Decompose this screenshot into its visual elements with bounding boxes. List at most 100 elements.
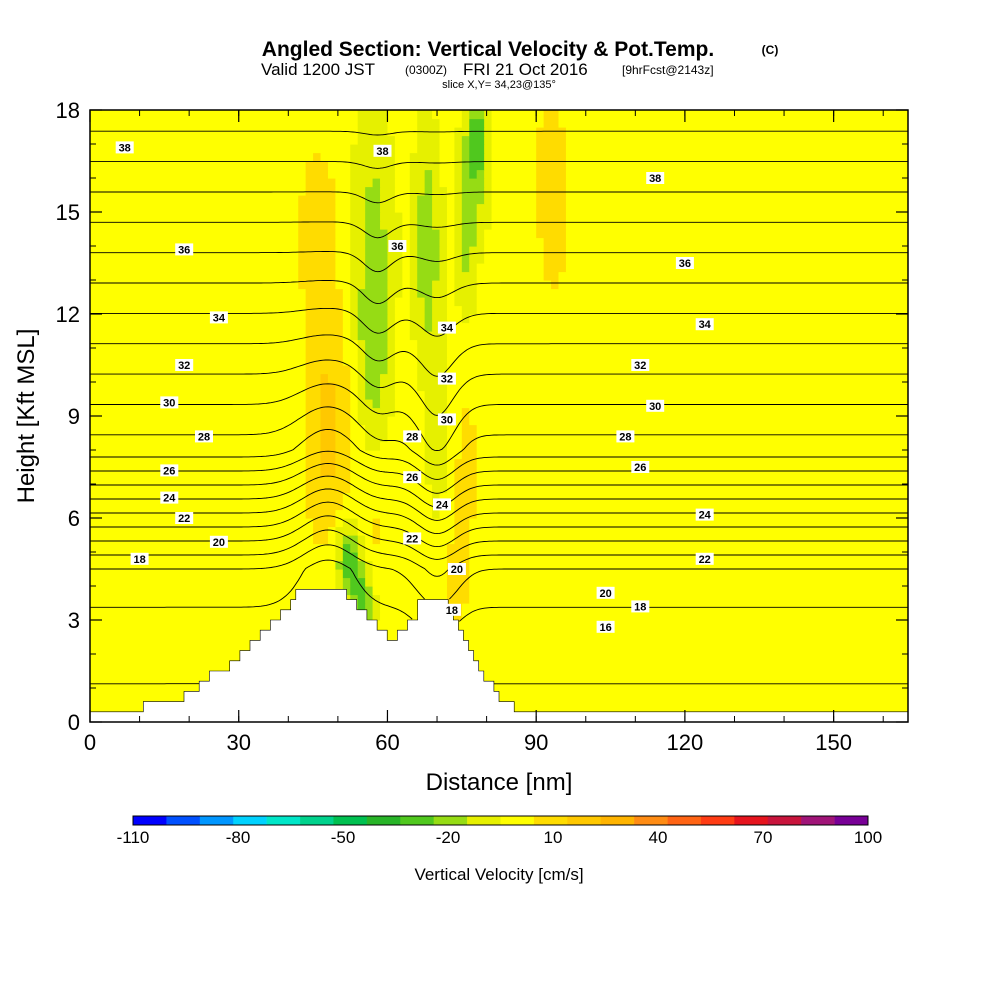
velocity-cell [112,407,121,417]
velocity-cell [551,645,560,655]
velocity-cell [216,501,225,511]
velocity-cell [350,450,359,460]
velocity-cell [417,535,426,545]
velocity-cell [781,628,790,638]
velocity-cell [855,433,864,443]
velocity-cell [826,654,835,664]
velocity-cell [402,348,411,358]
velocity-cell [625,407,634,417]
velocity-cell [558,552,567,562]
velocity-cell [90,441,99,451]
velocity-cell [253,594,262,604]
velocity-cell [357,458,366,468]
velocity-cell [811,569,820,579]
velocity-cell [580,518,589,528]
velocity-cell [365,509,374,519]
velocity-cell [327,433,336,443]
velocity-cell [223,594,232,604]
velocity-cell [811,441,820,451]
velocity-cell [811,594,820,604]
velocity-cell [439,594,448,604]
velocity-cell [394,518,403,528]
velocity-cell [893,450,902,460]
velocity-cell [223,569,232,579]
velocity-cell [521,645,530,655]
velocity-cell [261,611,270,621]
velocity-cell [729,492,738,502]
velocity-cell [164,458,173,468]
velocity-cell [684,365,693,375]
velocity-cell [833,348,842,358]
velocity-cell [142,671,151,681]
velocity-cell [506,390,515,400]
velocity-cell [841,373,850,383]
velocity-cell [521,671,530,681]
velocity-cell [640,433,649,443]
velocity-cell [558,492,567,502]
velocity-cell [417,594,426,604]
velocity-cell [194,484,203,494]
velocity-cell [573,526,582,536]
velocity-cell [357,586,366,596]
velocity-cell [684,348,693,358]
velocity-cell [803,569,812,579]
velocity-cell [551,501,560,511]
velocity-cell [826,560,835,570]
velocity-cell [729,382,738,392]
velocity-cell [774,467,783,477]
velocity-cell [127,688,136,698]
velocity-cell [112,628,121,638]
velocity-cell [573,365,582,375]
velocity-cell [365,501,374,511]
velocity-cell [208,331,218,341]
velocity-cell [789,441,798,451]
velocity-cell [684,611,693,621]
velocity-cell [781,560,790,570]
velocity-cell [588,450,597,460]
velocity-cell [112,543,121,553]
velocity-cell [855,509,864,519]
velocity-cell [417,586,426,596]
velocity-cell [900,441,908,451]
velocity-cell [119,365,128,375]
velocity-cell [684,594,693,604]
velocity-cell [223,475,232,485]
velocity-cell [342,348,351,358]
velocity-cell [722,475,731,485]
velocity-cell [156,654,165,664]
velocity-cell [461,475,470,485]
velocity-cell [149,348,158,358]
velocity-cell [736,705,745,715]
velocity-cell [127,475,136,485]
velocity-cell [446,348,455,358]
velocity-cell [112,492,121,502]
velocity-cell [194,373,203,383]
velocity-cell [335,560,344,570]
velocity-cell [751,526,760,536]
velocity-cell [499,654,508,664]
velocity-cell [238,509,247,519]
velocity-cell [848,441,857,451]
velocity-cell [707,416,716,426]
velocity-cell [409,407,418,417]
velocity-cell [536,433,545,443]
velocity-cell [283,577,292,587]
velocity-cell [238,611,247,621]
velocity-cell [662,628,671,638]
velocity-cell [179,637,188,647]
velocity-cell [97,535,106,545]
velocity-cell [670,560,679,570]
velocity-cell [662,509,671,519]
velocity-cell [878,526,887,536]
velocity-cell [774,390,783,400]
velocity-cell [662,671,671,681]
velocity-cell [454,475,463,485]
velocity-cell [387,569,396,579]
velocity-cell [551,365,560,375]
velocity-cell [97,450,106,460]
velocity-cell [707,611,716,621]
velocity-cell [461,594,470,604]
velocity-cell [893,509,902,519]
velocity-cell [855,416,864,426]
velocity-cell [112,552,121,562]
